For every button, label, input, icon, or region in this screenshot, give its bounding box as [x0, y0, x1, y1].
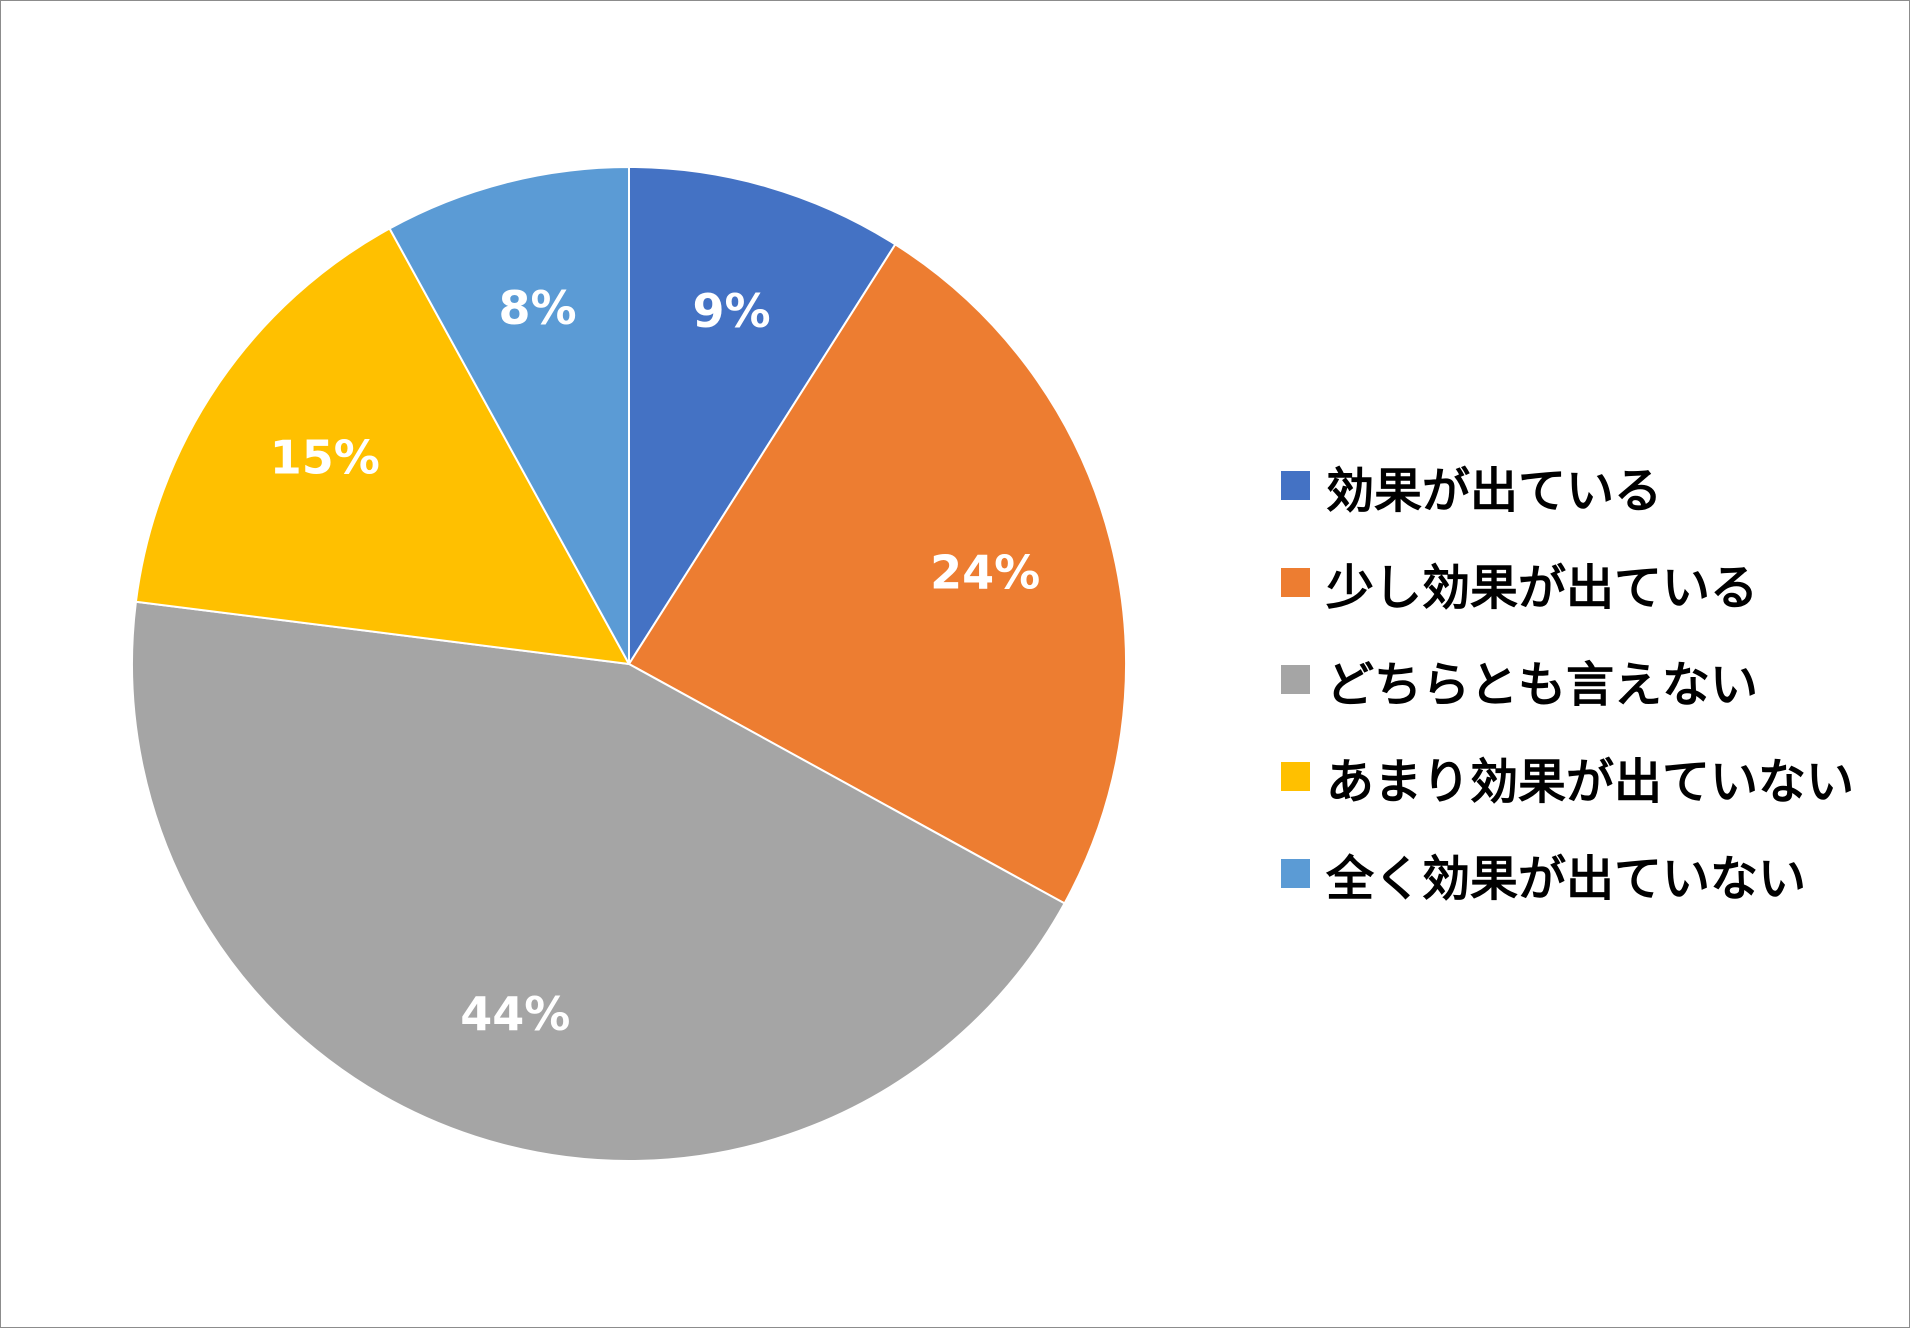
pie-slice-1: [627, 242, 1127, 905]
pie-slices: [131, 165, 1127, 1162]
legend-label: 少し効果が出ている: [1326, 559, 1759, 616]
data-label-4: 8%: [498, 281, 576, 335]
data-label-3: 15%: [270, 430, 380, 484]
legend-label: あまり効果が出ていない: [1326, 753, 1855, 810]
legend-swatch: [1281, 859, 1310, 888]
data-label-0: 9%: [693, 284, 771, 338]
legend-label: 効果が出ている: [1326, 462, 1663, 519]
pie-slice-0: [628, 165, 897, 668]
legend: 効果が出ている 少し効果が出ている どちらとも言えない あまり効果が出ていない …: [1281, 437, 1854, 922]
legend-swatch: [1281, 568, 1310, 597]
legend-label: どちらとも言えない: [1326, 656, 1759, 713]
legend-item-4: 全く効果が出ていない: [1281, 825, 1854, 922]
legend-item-2: どちらとも言えない: [1281, 631, 1854, 728]
legend-item-0: 効果が出ている: [1281, 437, 1854, 534]
legend-swatch: [1281, 665, 1310, 694]
legend-label: 全く効果が出ていない: [1326, 850, 1807, 907]
pie-slice-4: [388, 165, 630, 665]
data-label-1: 24%: [930, 546, 1040, 600]
data-label-2: 44%: [460, 987, 570, 1041]
pie-data-labels: 9% 24% 44% 15% 8%: [270, 281, 1041, 1041]
legend-swatch: [1281, 762, 1310, 791]
pie-slice-2: [131, 600, 1066, 1162]
pie-slice-3: [134, 227, 631, 666]
legend-item-1: 少し効果が出ている: [1281, 534, 1854, 631]
legend-item-3: あまり効果が出ていない: [1281, 728, 1854, 825]
legend-swatch: [1281, 471, 1310, 500]
